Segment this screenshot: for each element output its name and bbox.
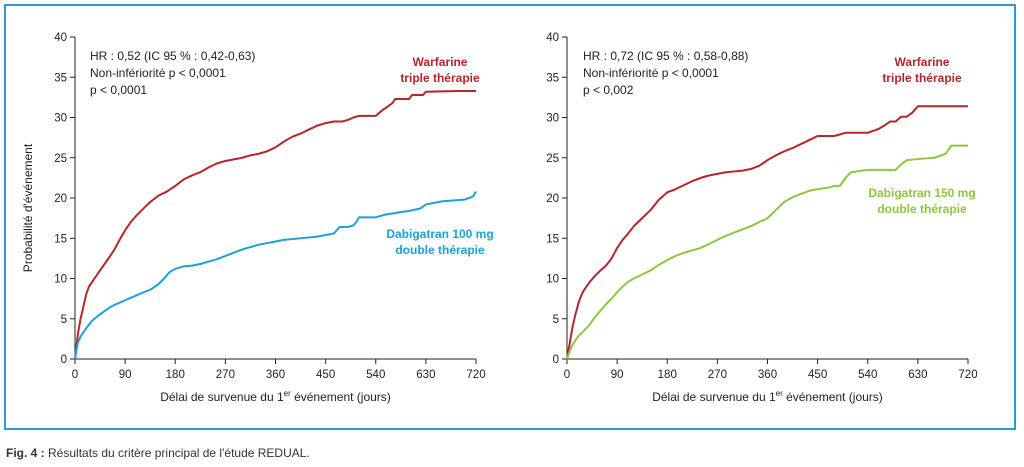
x-tick-label: 0 xyxy=(564,369,570,381)
x-tick-label: 90 xyxy=(119,369,132,381)
y-tick-label: 15 xyxy=(546,233,559,245)
stats-annotation-line: p < 0,002 xyxy=(583,83,634,97)
stats-annotation-line: p < 0,0001 xyxy=(90,83,147,97)
x-axis-label: Délai de survenue du 1er événement (jour… xyxy=(652,389,883,404)
x-tick-label: 540 xyxy=(366,369,385,381)
y-tick-label: 25 xyxy=(546,153,559,165)
y-tick-label: 30 xyxy=(546,113,559,125)
series-line-dabigatran-150 xyxy=(566,144,968,360)
y-tick-label: 35 xyxy=(54,72,67,84)
series-line-warfarin xyxy=(566,105,968,360)
y-tick-label: 0 xyxy=(553,354,559,366)
y-tick-label: 5 xyxy=(553,314,559,326)
x-tick-label: 450 xyxy=(808,369,827,381)
y-tick-label: 20 xyxy=(546,193,559,205)
x-tick-label: 450 xyxy=(316,369,335,381)
series-label-warfarin: Warfarine xyxy=(413,55,468,69)
y-tick-label: 25 xyxy=(54,153,67,165)
y-axis-label: Probabilité d'événement xyxy=(21,143,35,272)
series-label-dabigatran-100: Dabigatran 100 mg xyxy=(386,227,493,241)
x-axis-label-base: Délai de survenue du 1 xyxy=(160,390,284,404)
y-tick-label: 35 xyxy=(546,72,559,84)
stats-annotation-line: HR : 0,52 (IC 95 % : 0,42-0,63) xyxy=(90,49,255,63)
y-tick-label: 10 xyxy=(54,274,67,286)
y-tick-label: 40 xyxy=(54,32,67,44)
series-label-dabigatran-150: double thérapie xyxy=(877,202,967,216)
x-tick-label: 90 xyxy=(611,369,624,381)
x-tick-label: 630 xyxy=(908,369,927,381)
x-tick-label: 360 xyxy=(758,369,777,381)
x-axis-label-rest: événement (jours) xyxy=(291,390,391,404)
y-tick-label: 40 xyxy=(546,32,559,44)
x-tick-label: 180 xyxy=(658,369,677,381)
chart-panel-right: 0 5 10 15 20 25 30 35 40 0 90 180 270 360 450 540 630 720… xyxy=(546,32,977,404)
y-tick-label: 10 xyxy=(546,274,559,286)
series-label-warfarin: triple thérapie xyxy=(882,71,962,85)
y-tick-label: 0 xyxy=(61,354,67,366)
x-tick-label: 720 xyxy=(466,369,485,381)
stats-annotation-line: Non-infériorité p < 0,0001 xyxy=(90,66,226,80)
caption-prefix: Fig. 4 : xyxy=(6,446,45,460)
x-axis-label-sup: er xyxy=(776,389,783,398)
y-tick-label: 30 xyxy=(54,113,67,125)
stats-annotation-line: HR : 0,72 (IC 95 % : 0,58-0,88) xyxy=(583,49,748,63)
series-label-dabigatran-150: Dabigatran 150 mg xyxy=(868,186,975,200)
figure-caption: Fig. 4 : Résultats du critère principal … xyxy=(6,446,310,460)
x-tick-label: 0 xyxy=(72,369,78,381)
series-label-warfarin: triple thérapie xyxy=(400,71,480,85)
x-axis-label-rest: événement (jours) xyxy=(783,390,883,404)
x-tick-label: 270 xyxy=(216,369,235,381)
y-tick-label: 15 xyxy=(54,233,67,245)
x-tick-label: 720 xyxy=(958,369,977,381)
x-tick-label: 270 xyxy=(708,369,727,381)
series-line-dabigatran-100 xyxy=(74,191,477,360)
chart-panel-left: 0 5 10 15 20 25 30 35 40 0 90 180 270 360 450 540 630 720… xyxy=(21,32,494,404)
x-axis-label-sup: er xyxy=(284,389,291,398)
stats-annotation-line: Non-infériorité p < 0,0001 xyxy=(583,66,719,80)
y-tick-label: 5 xyxy=(61,314,67,326)
x-tick-label: 540 xyxy=(858,369,877,381)
series-line-warfarin xyxy=(74,89,476,360)
y-tick-label: 20 xyxy=(54,193,67,205)
x-tick-label: 360 xyxy=(266,369,285,381)
series-label-warfarin: Warfarine xyxy=(895,55,950,69)
x-tick-label: 630 xyxy=(416,369,435,381)
x-axis-label: Délai de survenue du 1er événement (jour… xyxy=(160,389,391,404)
series-label-dabigatran-100: double thérapie xyxy=(395,243,485,257)
x-tick-label: 180 xyxy=(166,369,185,381)
x-axis-label-base: Délai de survenue du 1 xyxy=(652,390,776,404)
caption-text: Résultats du critère principal de l'étud… xyxy=(48,446,310,460)
